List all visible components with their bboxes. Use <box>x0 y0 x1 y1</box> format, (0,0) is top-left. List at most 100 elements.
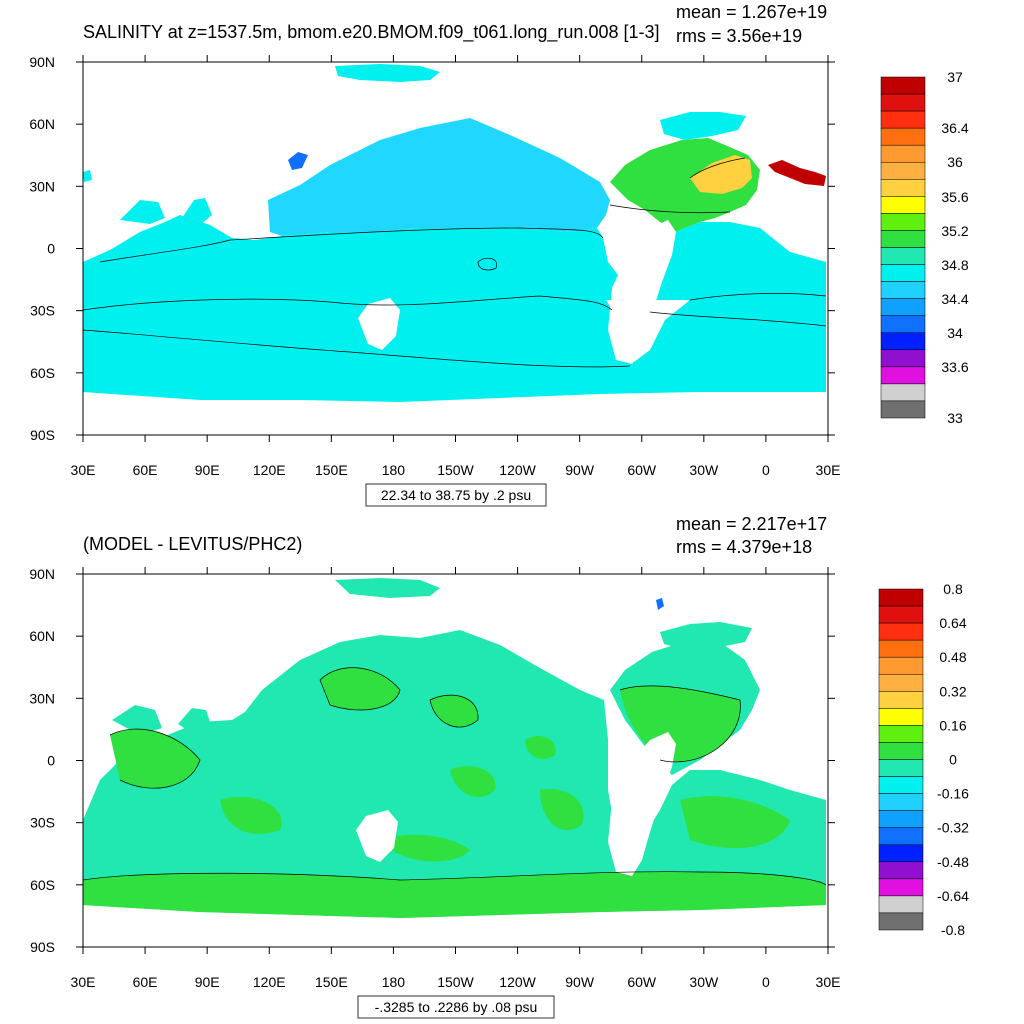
colorbar-label: 36.4 <box>941 120 968 136</box>
x-tick-label: 150W <box>437 462 474 478</box>
norwegian-sea-field <box>660 622 752 650</box>
colorbar-swatch <box>878 861 924 880</box>
x-tick-label: 120E <box>253 974 286 990</box>
y-tick-label: 60S <box>30 877 55 893</box>
contour-info-box: -.3285 to .2286 by .08 psu <box>357 995 555 1019</box>
colorbar-swatch <box>878 878 924 897</box>
x-tick-label: 30E <box>71 974 96 990</box>
anomaly-patch <box>540 789 584 831</box>
contour-line <box>689 293 827 301</box>
y-tick-label: 30S <box>30 815 55 831</box>
colorbar-swatch <box>878 605 924 624</box>
australia-land <box>358 298 400 350</box>
anomaly-patch <box>320 667 400 710</box>
land-masses <box>356 732 676 876</box>
panel-title: SALINITY at z=1537.5m, bmom.e20.BMOM.f09… <box>83 22 660 43</box>
rms-stat: rms = 3.56e+19 <box>676 26 802 46</box>
arctic-field <box>335 64 440 82</box>
colorbar-swatch <box>878 810 924 828</box>
colorbar-label: 0.16 <box>939 717 966 733</box>
contour-line <box>619 685 741 763</box>
x-tick-label: 120E <box>253 462 286 478</box>
colorbar-swatch <box>878 742 924 760</box>
colorbar-label: 0.64 <box>939 615 966 631</box>
colorbar-swatch <box>878 656 924 675</box>
bay-of-bengal-field <box>182 198 212 225</box>
x-tick-label: 180 <box>382 462 406 478</box>
colorbar-swatch <box>880 281 926 299</box>
colorbar-swatch <box>878 759 924 777</box>
colorbar-swatch <box>878 725 924 743</box>
x-tick-label: 30W <box>689 974 719 990</box>
north-pacific-field <box>268 118 610 236</box>
y-tick-label: 30N <box>29 690 55 706</box>
x-tick-label: 60E <box>133 974 158 990</box>
x-tick-label: 60E <box>133 462 158 478</box>
y-tick-labels: 90N 60N 30N 0 30S 60S 90S <box>29 54 55 443</box>
colorbar-swatch <box>878 674 924 692</box>
x-tick-label: 30E <box>816 462 841 478</box>
x-tick-label: 180 <box>382 974 406 990</box>
colorbar-swatch <box>880 162 926 180</box>
arabian-sea-field <box>120 200 165 224</box>
arabian-sea-field <box>112 705 162 735</box>
colorbar-swatch <box>880 196 926 214</box>
x-tick-labels: 30E 60E 90E 120E 150E 180 150W 120W 90W 60W 30W 0 30… <box>71 974 841 990</box>
colorbar-swatch <box>878 622 924 641</box>
colorbar-label: 37 <box>947 69 963 85</box>
y-tick-label: 90N <box>29 54 55 70</box>
contour-info-label: 22.34 to 38.75 by .2 psu <box>381 487 531 503</box>
y-tick-label: 60N <box>29 116 55 132</box>
colorbar-label: -0.16 <box>937 786 969 802</box>
y-tick-label: 60N <box>29 628 55 644</box>
japan-sea-field <box>288 152 308 170</box>
colorbar-swatch <box>878 793 924 811</box>
x-tick-label: 150W <box>437 974 474 990</box>
norwegian-sea-field <box>660 112 746 140</box>
africa-land <box>608 732 676 876</box>
colorbar-swatch <box>878 691 924 709</box>
colorbar-swatch <box>880 230 926 248</box>
x-tick-label: 90W <box>565 462 595 478</box>
contour-line <box>319 667 401 711</box>
colorbar-label: 35.2 <box>941 223 968 239</box>
y-tick-label: 30S <box>30 303 55 319</box>
colorbar-label: -0.32 <box>937 820 969 836</box>
colorbar-swatch <box>880 400 926 419</box>
colorbar-swatch <box>880 76 926 95</box>
colorbar: 0.8 0.64 0.48 0.32 0.16 0 -0.16 -0.32 -0.48 -0.64… <box>878 581 969 938</box>
x-tick-label: 120W <box>499 974 536 990</box>
colorbar-swatch <box>880 93 926 112</box>
anomaly-patch <box>680 796 790 849</box>
x-tick-label: 0 <box>762 462 770 478</box>
colorbar-swatch <box>880 247 926 265</box>
contour-line <box>649 311 827 327</box>
y-tick-label: 0 <box>47 241 55 257</box>
colorbar-swatch <box>878 639 924 658</box>
contour-line <box>109 728 201 789</box>
colorbar-label: 33 <box>947 410 963 426</box>
contour-line <box>99 227 604 263</box>
colorbar-swatch <box>880 383 926 402</box>
contour-lines <box>83 667 827 886</box>
colorbar-swatch <box>880 127 926 146</box>
colorbar-swatch <box>880 179 926 197</box>
colorbar-label: 0 <box>949 752 957 768</box>
anomaly-patch <box>83 871 826 918</box>
x-tick-label: 150E <box>315 462 348 478</box>
colorbar-swatch <box>878 708 924 726</box>
colorbar-label: 34.4 <box>941 291 968 307</box>
tick-marks <box>76 567 835 954</box>
x-tick-label: 120W <box>499 462 536 478</box>
anomaly-patch <box>450 766 496 798</box>
contour-line <box>83 871 827 886</box>
tick-marks <box>76 55 835 442</box>
x-tick-labels: 30E 60E 90E 120E 150E 180 150W 120W 90W 60W 30W 0 30… <box>71 462 841 478</box>
contour-line <box>689 157 746 179</box>
contour-info-box: 22.34 to 38.75 by .2 psu <box>365 483 547 507</box>
panel-title: (MODEL - LEVITUS/PHC2) <box>83 534 302 554</box>
contour-line <box>83 329 631 368</box>
colorbar-swatch <box>880 213 926 231</box>
positive-anomaly-patches <box>83 667 826 918</box>
